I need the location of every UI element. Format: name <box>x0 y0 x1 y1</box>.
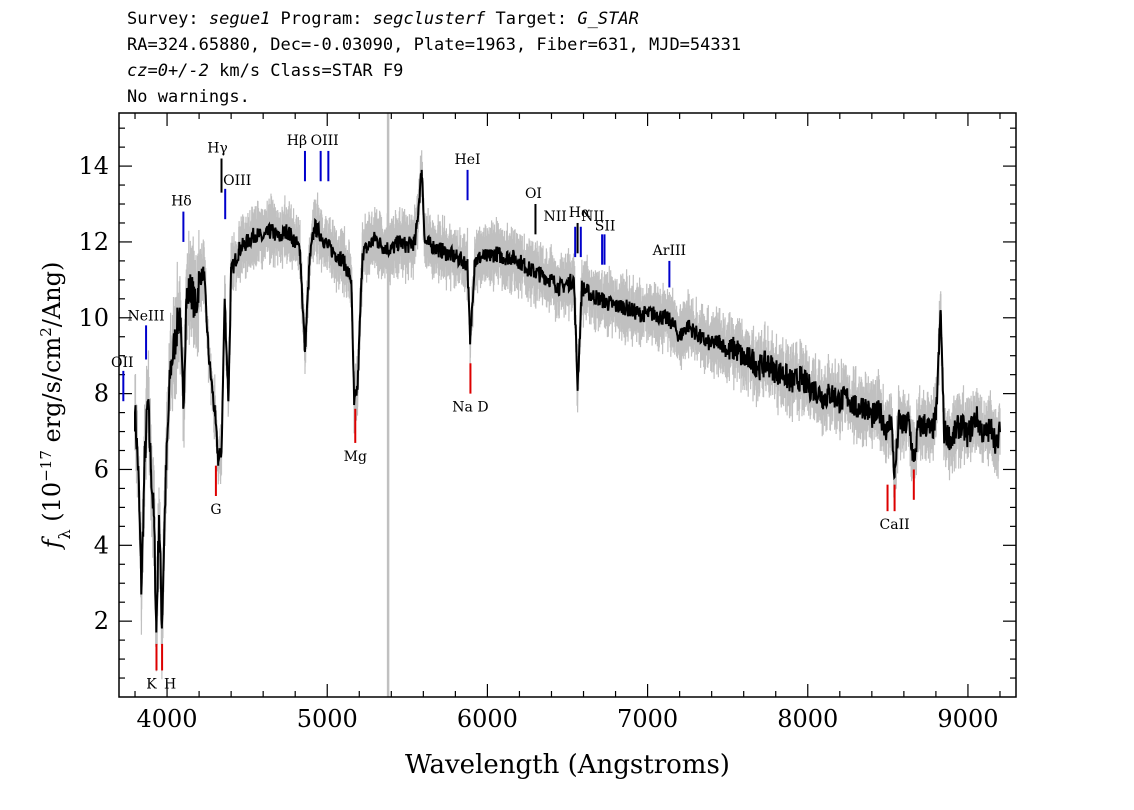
survey-value: segue1 <box>208 9 271 29</box>
header-line-4: No warnings. <box>127 87 250 107</box>
emission-line-label: HeI <box>455 152 481 168</box>
emission-line-label: OIII <box>311 133 339 149</box>
emission-line-label: Hγ <box>207 141 228 157</box>
absorption-line-label: Mg <box>344 449 367 465</box>
class-value: km/s Class=STAR F9 <box>208 61 404 81</box>
plot-frame <box>118 112 1017 698</box>
program-key: Program: <box>270 9 373 29</box>
header-line-2: RA=324.65880, Dec=-0.03090, Plate=1963, … <box>127 35 742 55</box>
x-tick-label: 6000 <box>457 705 518 733</box>
program-value: segclusterf <box>372 9 486 29</box>
y-tick-label: 6 <box>94 455 109 483</box>
absorption-line-label: K <box>146 676 157 692</box>
flux-line <box>134 169 1001 633</box>
y-tick-label: 14 <box>78 152 109 180</box>
y-tick-label: 4 <box>94 531 109 559</box>
emission-line-label: NII <box>544 209 567 225</box>
emission-line-label: OIII <box>223 173 251 189</box>
emission-line-label: Hα <box>569 205 591 221</box>
target-key: Target: <box>485 9 578 29</box>
emission-line-label: ArIII <box>652 243 686 259</box>
x-tick-label: 7000 <box>617 705 678 733</box>
y-tick-label: 8 <box>94 380 109 408</box>
emission-line-label: NII <box>581 209 604 225</box>
target-value: G_STAR <box>577 9 639 29</box>
emission-line-label: NeIII <box>127 308 164 324</box>
y-tick-label: 10 <box>78 304 109 332</box>
x-axis-title: Wavelength (Angstroms) <box>405 750 730 780</box>
absorption-line-label: Na D <box>452 400 488 416</box>
y-tick-label: 12 <box>78 228 109 256</box>
emission-line-label: OI <box>525 186 542 202</box>
header-line-3: cz=0+/-2 km/s Class=STAR F9 <box>127 61 403 81</box>
absorption-line-label: G <box>210 502 221 518</box>
emission-line-label: Hδ <box>171 194 192 210</box>
y-tick-label: 2 <box>94 607 109 635</box>
header-line-1: Survey: segue1 Program: segclusterf Targ… <box>127 9 639 29</box>
survey-key: Survey: <box>127 9 209 29</box>
x-tick-label: 5000 <box>297 705 358 733</box>
x-tick-label: 9000 <box>937 705 998 733</box>
emission-line-label: Hβ <box>287 133 307 149</box>
absorption-line-label: CaII <box>880 517 910 533</box>
x-tick-label: 8000 <box>777 705 838 733</box>
emission-line-label: SII <box>595 218 616 234</box>
noise-band <box>134 150 1001 680</box>
absorption-line-label: H <box>164 676 176 692</box>
x-tick-label: 4000 <box>137 705 198 733</box>
emission-line-label: OII <box>111 355 134 371</box>
y-axis-title: fλ (10−17 erg/s/cm2/Ang) <box>37 262 74 551</box>
redshift-value: cz=0+/-2 <box>127 61 209 81</box>
